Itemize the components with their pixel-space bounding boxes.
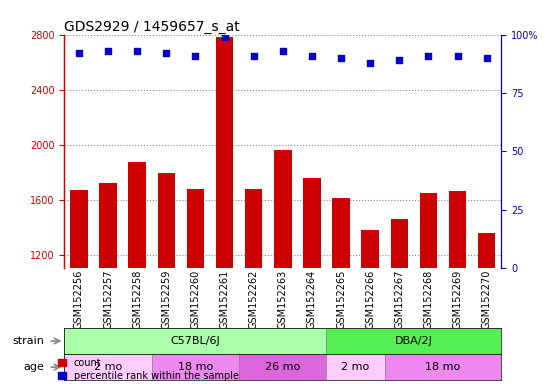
Bar [239, 354, 326, 380]
Bar [152, 354, 239, 380]
Legend: count, percentile rank within the sample: count, percentile rank within the sample [58, 358, 239, 381]
Bar [216, 37, 234, 384]
Text: C57BL/6J: C57BL/6J [171, 336, 220, 346]
Point [307, 53, 316, 59]
Bar [64, 354, 152, 380]
Bar [303, 178, 321, 384]
Bar [128, 162, 146, 384]
Bar [385, 354, 501, 380]
Text: 18 mo: 18 mo [178, 362, 213, 372]
Point [249, 53, 258, 59]
Bar [64, 328, 326, 354]
Bar [70, 190, 88, 384]
Bar [186, 189, 204, 384]
Point [133, 48, 142, 54]
Bar [274, 150, 292, 384]
Bar [326, 354, 385, 380]
Bar [449, 191, 466, 384]
Bar [99, 183, 117, 384]
Bar [332, 198, 350, 384]
Text: 2 mo: 2 mo [342, 362, 370, 372]
Point [424, 53, 433, 59]
Bar [326, 328, 501, 354]
Bar [245, 189, 263, 384]
Point [337, 55, 346, 61]
Point [278, 48, 287, 54]
Point [104, 48, 113, 54]
Text: 26 mo: 26 mo [265, 362, 300, 372]
Point [453, 53, 462, 59]
Point [395, 57, 404, 63]
Point [74, 50, 83, 56]
Text: age: age [23, 362, 44, 372]
Point [220, 34, 229, 40]
Text: 2 mo: 2 mo [94, 362, 122, 372]
Point [162, 50, 171, 56]
Text: 18 mo: 18 mo [426, 362, 460, 372]
Text: GDS2929 / 1459657_s_at: GDS2929 / 1459657_s_at [64, 20, 240, 33]
Bar [478, 233, 496, 384]
Point [482, 55, 491, 61]
Point [366, 60, 375, 66]
Bar [157, 174, 175, 384]
Point [191, 53, 200, 59]
Text: strain: strain [12, 336, 44, 346]
Bar [361, 230, 379, 384]
Bar [390, 219, 408, 384]
Text: DBA/2J: DBA/2J [395, 336, 433, 346]
Bar [419, 193, 437, 384]
